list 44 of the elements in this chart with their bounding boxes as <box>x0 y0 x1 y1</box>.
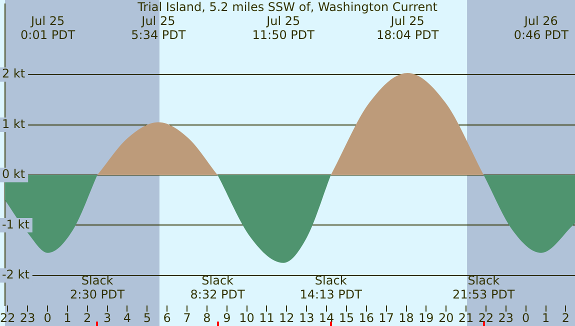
x-tick-label: 14 <box>318 310 334 325</box>
x-tick-label: 8 <box>203 310 211 325</box>
x-tick-label: 2 <box>84 310 92 325</box>
x-tick-label: 4 <box>123 310 132 325</box>
y-tick-label: 1 kt <box>2 116 26 131</box>
annotation: Jul 25 18:04 PDT <box>376 14 440 42</box>
x-tick-label: 22 <box>0 310 16 325</box>
x-tick-label: 0 <box>522 310 530 325</box>
x-tick-label: 9 <box>223 310 231 325</box>
chart-title: Trial Island, 5.2 miles SSW of, Washington Current <box>136 0 438 14</box>
annotation: Jul 26 0:46 PDT <box>514 14 570 42</box>
x-tick-label: 15 <box>338 310 354 325</box>
y-tick-label: -2 kt <box>2 268 30 282</box>
x-tick-label: 23 <box>20 310 36 325</box>
x-tick-label: 20 <box>438 310 454 325</box>
x-tick-label: 2 <box>562 310 570 325</box>
x-tick-label: 1 <box>64 310 72 325</box>
x-tick-label: 19 <box>418 310 434 325</box>
x-tick-label: 18 <box>398 310 414 325</box>
annotation: Slack 2:30 PDT <box>70 274 126 302</box>
x-tick-label: 23 <box>498 310 514 325</box>
annotation: Jul 25 11:50 PDT <box>252 14 316 42</box>
x-tick-label: 21 <box>458 310 474 325</box>
x-tick-label: 3 <box>103 310 112 325</box>
annotation: Jul 25 5:34 PDT <box>131 14 186 42</box>
x-tick-label: 17 <box>378 310 394 325</box>
annotation: Jul 25 0:01 PDT <box>20 14 76 42</box>
x-tick-label: 10 <box>239 310 254 325</box>
x-tick-label: 11 <box>259 310 274 325</box>
x-tick-label: 22 <box>478 310 494 325</box>
x-tick-label: 1 <box>542 310 550 325</box>
y-tick-label: -1 kt <box>2 217 30 232</box>
x-tick-label: 7 <box>183 310 191 325</box>
x-tick-label: 12 <box>279 310 294 325</box>
x-tick-label: 5 <box>143 310 151 325</box>
y-tick-label: 2 kt <box>2 66 26 81</box>
x-tick-label: 6 <box>163 310 171 325</box>
x-tick-label: 0 <box>44 310 52 325</box>
x-tick-label: 16 <box>358 310 374 325</box>
x-tick-label: 13 <box>298 310 314 325</box>
annotation: Slack 8:32 PDT <box>190 274 246 302</box>
y-tick-label: 0 kt <box>2 167 26 182</box>
annotation: Slack 21:53 PDT <box>452 274 516 302</box>
annotation: Slack 14:13 PDT <box>300 274 363 302</box>
